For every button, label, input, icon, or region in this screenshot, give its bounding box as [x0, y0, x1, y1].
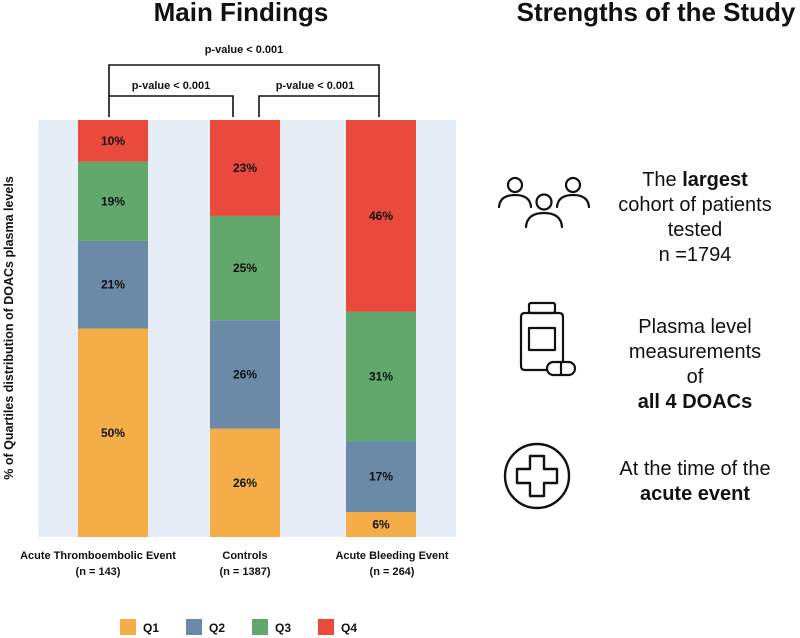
pill-bottle-icon [515, 300, 585, 385]
bar-segment-q4-1 [210, 120, 280, 216]
legend-swatch-q1 [120, 619, 136, 635]
bar-segment-q1-2 [346, 511, 416, 537]
bar-value-label: 17% [369, 470, 393, 484]
category-label: Controls [222, 550, 267, 562]
significance-bracket [108, 95, 234, 117]
strengths-title: Strengths of the Study [517, 0, 796, 27]
significance-bracket [258, 95, 380, 117]
legend-swatch-q4 [318, 619, 334, 635]
bar-value-label: 26% [233, 476, 257, 490]
legend-label-q3: Q3 [275, 621, 291, 635]
bar-segment-q4-2 [346, 120, 416, 312]
strength-cohort: The largest cohort of patients tested n … [600, 168, 790, 268]
p-value-label: p-value < 0.001 [205, 44, 284, 56]
bar-segment-q3-2 [346, 311, 416, 442]
significance-brackets: p-value < 0.001 p-value < 0.001 p-value < … [108, 44, 380, 117]
bar-value-label: 10% [101, 134, 125, 148]
strength-cohort-post: cohort of patients tested [618, 194, 772, 241]
bar-segment-q2-0 [78, 240, 148, 329]
bar-value-label: 31% [369, 369, 393, 383]
legend-label-q1: Q1 [143, 621, 159, 635]
strength-measurements-bold: all 4 DOACs [637, 391, 753, 413]
strength-measurements: Plasma level measurements of all 4 DOACs [600, 315, 790, 415]
bar-value-label: 50% [101, 426, 125, 440]
people-icon [497, 173, 591, 238]
category-n-label: (n = 143) [76, 566, 121, 578]
p-value-label: p-value < 0.001 [276, 80, 355, 92]
bar-value-label: 46% [369, 209, 393, 223]
bar-segment-q2-2 [346, 441, 416, 512]
strength-acute-bold: acute event [639, 483, 751, 505]
strength-cohort-n: n =1794 [658, 244, 732, 266]
category-n-label: (n = 1387) [219, 566, 270, 578]
bar-value-label: 25% [233, 261, 257, 275]
category-labels: Acute Thromboembolic Event (n = 143) Contr… [20, 550, 449, 578]
bar-value-label: 23% [233, 161, 257, 175]
category-label: Acute Thromboembolic Event [20, 550, 176, 562]
bar-value-label: 19% [101, 194, 125, 208]
bar-segment-q4-0 [78, 120, 148, 162]
legend-label-q4: Q4 [341, 621, 357, 635]
significance-bracket [108, 64, 380, 96]
bar-value-label: 26% [233, 367, 257, 381]
medical-cross-icon [502, 440, 572, 517]
strength-cohort-pre: The [642, 169, 683, 191]
bar-group: 50% 21% 19% 10% 26% 26% 25% 23% 6% 17% 31% 46% [78, 120, 416, 537]
bar-value-label: 6% [372, 517, 390, 531]
main-findings-title: Main Findings [154, 0, 329, 27]
legend-swatch-q2 [186, 619, 202, 635]
p-value-label: p-value < 0.001 [132, 80, 211, 92]
bar-segment-q1-1 [210, 428, 280, 537]
bar-segment-q3-1 [210, 215, 280, 321]
legend-swatch-q3 [252, 619, 268, 635]
strength-measurements-text: Plasma level measurements of [628, 316, 762, 388]
category-label: Acute Bleeding Event [335, 550, 448, 562]
bar-segment-q3-0 [78, 161, 148, 241]
strength-acute-event: At the time of the acute event [600, 457, 790, 507]
bar-segment-q2-1 [210, 320, 280, 429]
bar-segment-q1-0 [78, 328, 148, 537]
category-n-label: (n = 264) [370, 566, 415, 578]
legend-label-q2: Q2 [209, 621, 225, 635]
strength-acute-text: At the time of the [619, 458, 771, 480]
legend: Q1 Q2 Q3 Q4 [120, 619, 357, 635]
y-axis-label: % of Quartiles distribution of DOACs pla… [2, 176, 16, 480]
strength-cohort-bold: largest [682, 169, 748, 191]
bar-value-label: 21% [101, 278, 125, 292]
